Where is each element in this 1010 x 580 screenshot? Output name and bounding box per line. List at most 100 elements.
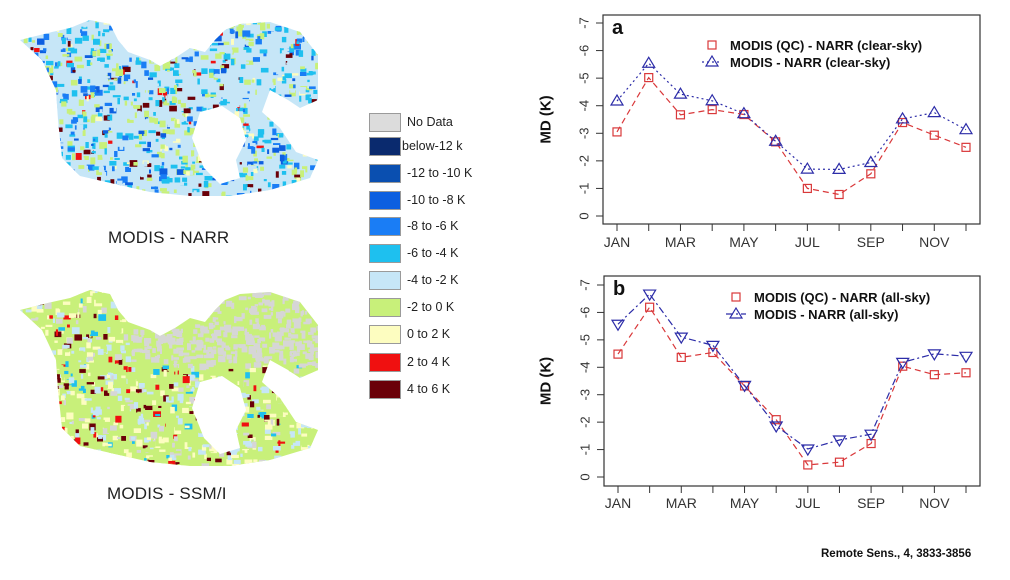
map-modis-narr [0, 0, 340, 210]
x-tick-label: MAY [730, 495, 760, 511]
x-tick-label: JUL [795, 495, 820, 511]
data-point-triangle [832, 435, 847, 448]
data-point-square [708, 347, 718, 358]
map-caption-modis-narr: MODIS - NARR [108, 228, 230, 247]
legend-label: -12 to -10 K [407, 166, 473, 180]
y-tick-label: -5 [578, 334, 593, 346]
panel-label: b [613, 278, 625, 300]
legend-swatch [369, 271, 401, 290]
y-tick-label: -7 [577, 17, 592, 29]
data-point-triangle [927, 349, 942, 362]
data-point-triangle [642, 289, 657, 302]
data-point-triangle [864, 429, 879, 442]
series-modis-qc [612, 72, 971, 200]
legend-label: -2 to 0 K [407, 300, 455, 314]
legend-item: 0 to 2 K [369, 325, 489, 345]
data-point-square [802, 183, 812, 194]
legend-swatch [369, 113, 401, 132]
legend-swatch [369, 217, 401, 236]
legend-swatch [369, 298, 401, 317]
legend-item: below-12 k [369, 137, 489, 157]
legend-entry-label: MODIS (QC) - NARR (all-sky) [754, 290, 930, 305]
legend-item: -2 to 0 K [369, 298, 489, 318]
legend-item: -4 to -2 K [369, 271, 489, 291]
series-line [617, 293, 967, 450]
data-point-triangle [641, 56, 656, 68]
data-point-triangle [737, 380, 752, 393]
data-point-square [644, 72, 654, 83]
data-point-square [707, 104, 717, 115]
legend-item: -10 to -8 K [369, 191, 489, 211]
data-point-triangle [705, 93, 720, 106]
data-point-square [771, 415, 781, 425]
y-tick-label: -2 [578, 416, 593, 428]
x-tick-label: MAY [729, 234, 759, 250]
x-tick-label: JAN [605, 495, 631, 511]
x-tick-label: SEP [857, 495, 885, 511]
legend-swatch [369, 137, 401, 156]
legend-item: 4 to 6 K [369, 380, 489, 400]
data-point-square [834, 457, 845, 467]
map-modis-ssmi-graphic [20, 290, 318, 466]
y-tick-label: -4 [578, 362, 593, 374]
legend-label: -10 to -8 K [407, 193, 466, 207]
y-tick-label: -6 [577, 45, 592, 57]
x-tick-label: SEP [857, 234, 885, 250]
data-point-triangle [728, 306, 744, 319]
data-point-square [613, 349, 623, 359]
map-modis-narr-graphic [20, 20, 318, 196]
series-line [617, 306, 967, 466]
x-tick-label: NOV [919, 234, 950, 250]
legend-label: No Data [407, 115, 453, 129]
data-point-square [731, 292, 741, 302]
data-point-triangle [895, 357, 910, 370]
y-tick-label: -6 [578, 307, 593, 319]
data-point-triangle [832, 162, 847, 175]
data-point-triangle [895, 111, 910, 124]
data-point-triangle [705, 340, 720, 353]
y-axis-label: MD (K) [538, 357, 555, 405]
legend-entry-label: MODIS - NARR (clear-sky) [730, 55, 890, 70]
x-tick-label: MAR [665, 234, 696, 250]
data-point-triangle [800, 161, 815, 174]
chart-legend: MODIS (QC) - NARR (all-sky) MODIS - NARR … [726, 290, 930, 322]
y-tick-label: -3 [578, 389, 593, 401]
y-tick-label: 0 [577, 212, 592, 219]
y-tick-label: -3 [577, 128, 592, 140]
data-point-square [645, 302, 655, 312]
data-point-triangle [927, 105, 942, 118]
data-point-square [676, 352, 686, 363]
series-modis [609, 56, 974, 175]
legend-swatch [369, 164, 401, 183]
data-point-square [834, 189, 844, 200]
data-point-triangle [863, 155, 878, 168]
data-point-triangle [769, 421, 784, 434]
plot-frame [602, 14, 981, 225]
series-line [616, 62, 967, 171]
legend-label: 0 to 2 K [407, 327, 451, 341]
hudson-bay [192, 106, 246, 184]
data-point-square [961, 368, 971, 378]
y-tick-label: -2 [577, 155, 592, 167]
y-tick-label: -7 [578, 279, 593, 291]
data-point-square [803, 460, 813, 470]
panel-label: a [612, 17, 624, 39]
series-modis-qc [613, 302, 971, 470]
legend-label: -6 to -4 K [407, 246, 459, 260]
y-tick-label: -4 [577, 100, 592, 112]
legend-swatch [369, 353, 401, 372]
data-point-triangle [736, 106, 751, 119]
legend-item: 2 to 4 K [369, 353, 489, 373]
legend-item: -8 to -6 K [369, 217, 489, 237]
legend-label: below-12 k [402, 139, 463, 153]
legend-label: 2 to 4 K [407, 355, 451, 369]
legend-label: -8 to -6 K [407, 219, 459, 233]
data-point-square [929, 370, 939, 380]
data-point-triangle [958, 351, 974, 364]
series-line [616, 76, 967, 196]
data-point-square [961, 142, 971, 152]
legend-swatch [369, 380, 401, 399]
legend-label: 4 to 6 K [407, 382, 451, 396]
plot-frame [603, 275, 981, 487]
